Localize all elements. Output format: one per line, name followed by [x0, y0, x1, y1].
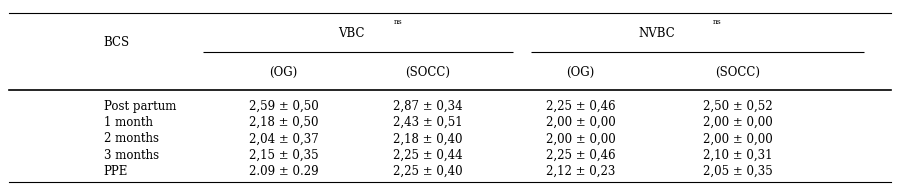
- Text: 2,00 ± 0,00: 2,00 ± 0,00: [703, 116, 773, 129]
- Text: ns: ns: [394, 18, 403, 26]
- Text: 2,10 ± 0,31: 2,10 ± 0,31: [703, 149, 773, 162]
- Text: NVBC: NVBC: [639, 27, 675, 41]
- Text: Post partum: Post partum: [104, 100, 176, 113]
- Text: (OG): (OG): [269, 66, 298, 79]
- Text: 2,50 ± 0,52: 2,50 ± 0,52: [703, 100, 773, 113]
- Text: 2,15 ± 0,35: 2,15 ± 0,35: [248, 149, 319, 162]
- Text: 2.09 ± 0.29: 2.09 ± 0.29: [248, 165, 319, 178]
- Text: 2,25 ± 0,44: 2,25 ± 0,44: [392, 149, 463, 162]
- Text: 2,00 ± 0,00: 2,00 ± 0,00: [703, 132, 773, 145]
- Text: 2,18 ± 0,50: 2,18 ± 0,50: [248, 116, 319, 129]
- Text: 2,25 ± 0,46: 2,25 ± 0,46: [545, 100, 616, 113]
- Text: 2,04 ± 0,37: 2,04 ± 0,37: [248, 132, 319, 145]
- Text: 2,00 ± 0,00: 2,00 ± 0,00: [545, 132, 616, 145]
- Text: 2,87 ± 0,34: 2,87 ± 0,34: [392, 100, 463, 113]
- Text: 2,05 ± 0,35: 2,05 ± 0,35: [703, 165, 773, 178]
- Text: (OG): (OG): [566, 66, 595, 79]
- Text: VBC: VBC: [338, 27, 364, 41]
- Text: 2,25 ± 0,40: 2,25 ± 0,40: [392, 165, 463, 178]
- Text: 3 months: 3 months: [104, 149, 158, 162]
- Text: ns: ns: [713, 18, 722, 26]
- Text: 1 month: 1 month: [104, 116, 152, 129]
- Text: 2,43 ± 0,51: 2,43 ± 0,51: [392, 116, 463, 129]
- Text: PPE: PPE: [104, 165, 128, 178]
- Text: 2,18 ± 0,40: 2,18 ± 0,40: [392, 132, 463, 145]
- Text: (SOCC): (SOCC): [405, 66, 450, 79]
- Text: 2,12 ± 0,23: 2,12 ± 0,23: [545, 165, 616, 178]
- Text: 2,00 ± 0,00: 2,00 ± 0,00: [545, 116, 616, 129]
- Text: 2,25 ± 0,46: 2,25 ± 0,46: [545, 149, 616, 162]
- Text: (SOCC): (SOCC): [716, 66, 760, 79]
- Text: 2,59 ± 0,50: 2,59 ± 0,50: [248, 100, 319, 113]
- Text: BCS: BCS: [104, 36, 130, 49]
- Text: 2 months: 2 months: [104, 132, 158, 145]
